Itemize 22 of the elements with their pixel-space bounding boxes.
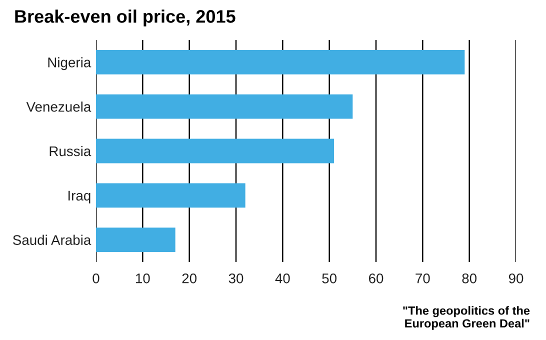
- bar: [96, 183, 246, 208]
- y-tick-label: Nigeria: [48, 57, 92, 70]
- y-tick-label: Iraq: [68, 190, 90, 204]
- y-tick-label: Saudi Arabia: [13, 234, 92, 245]
- bar: [96, 94, 353, 119]
- y-tick-label: Russia: [50, 146, 92, 156]
- bar: [96, 50, 465, 74]
- x-tick-label: 70: [416, 273, 430, 284]
- bar: [96, 138, 334, 164]
- x-tick-label: 10: [136, 273, 150, 284]
- x-tick-label: 80: [462, 273, 477, 284]
- bar: [96, 228, 176, 252]
- x-tick-label: 50: [322, 273, 337, 284]
- x-tick-label: 40: [275, 273, 290, 284]
- x-tick-label: 0: [92, 273, 100, 284]
- y-tick-label: Venezuela: [26, 102, 92, 112]
- x-tick-label: 20: [182, 273, 197, 284]
- x-tick-label: 60: [368, 273, 384, 284]
- text: "The geopolitics of the European Green Deal": [403, 306, 530, 330]
- x-tick-label: 90: [508, 273, 524, 284]
- chart-title: Break-even oil price, 2015: [15, 10, 236, 26]
- x-tick-label: 30: [228, 273, 244, 284]
